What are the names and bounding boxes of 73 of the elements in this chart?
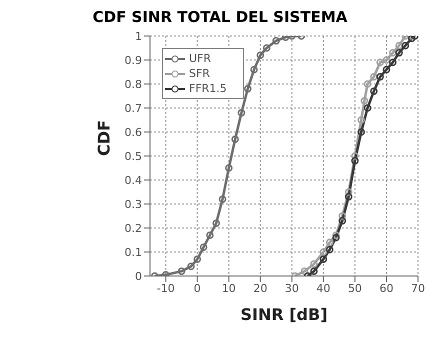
point [389, 49, 397, 57]
point [244, 85, 252, 93]
point [408, 36, 416, 42]
point [256, 51, 264, 59]
point [351, 152, 359, 160]
point [402, 42, 410, 50]
point [326, 238, 334, 246]
y-tick-label: 0 [135, 270, 142, 283]
x-tick-label: 60 [379, 282, 394, 295]
legend-label: UFR [189, 51, 212, 66]
point [376, 73, 384, 81]
x-tick-label: 40 [316, 282, 330, 295]
x-tick-label: -10 [156, 282, 175, 295]
point [357, 128, 365, 136]
point [370, 73, 378, 81]
x-tick-label: 50 [348, 282, 362, 295]
y-tick-label: 0.7 [124, 102, 142, 115]
point [376, 58, 384, 66]
point [351, 157, 359, 165]
point [364, 104, 372, 112]
point [370, 87, 378, 95]
point [364, 80, 372, 88]
point [338, 212, 346, 220]
point [326, 246, 334, 254]
point [395, 49, 403, 57]
y-tick-label: 1 [135, 30, 142, 43]
point [200, 243, 208, 251]
point [310, 260, 318, 268]
point [389, 58, 397, 66]
point [320, 248, 328, 256]
x-axis-title: SINR [dB] [240, 305, 328, 324]
point [225, 164, 233, 172]
x-tick-label: 10 [222, 282, 236, 295]
y-tick-label: 0.4 [124, 174, 142, 187]
chart-title: CDF SINR TOTAL DEL SISTEMA [92, 8, 348, 28]
y-tick-label: 0.9 [124, 54, 142, 67]
point [262, 44, 270, 52]
point [272, 37, 280, 45]
point [300, 267, 308, 275]
point [310, 267, 318, 275]
point [344, 188, 352, 196]
point [320, 255, 328, 263]
point [187, 262, 195, 270]
y-tick-label: 0.5 [124, 150, 142, 163]
point [382, 56, 390, 64]
y-axis-title: CDF [94, 120, 114, 156]
legend-label: FFR1.5 [189, 81, 227, 96]
point [332, 234, 340, 242]
x-tick-label: 0 [194, 282, 201, 295]
y-tick-label: 0.2 [124, 222, 142, 235]
point [338, 217, 346, 225]
point [360, 97, 368, 105]
point [238, 109, 246, 117]
point [395, 42, 403, 50]
point [212, 219, 220, 227]
point [357, 116, 365, 124]
x-tick-label: 30 [284, 282, 299, 295]
point [194, 255, 202, 263]
y-tick-label: 0.3 [124, 198, 142, 211]
x-tick-label: 70 [411, 282, 425, 295]
y-tick-label: 0.1 [124, 246, 142, 259]
point [231, 135, 239, 143]
point [250, 66, 258, 74]
point [332, 231, 340, 239]
point [218, 195, 226, 203]
point [344, 193, 352, 201]
point [206, 231, 214, 239]
y-tick-label: 0.8 [124, 78, 142, 91]
y-tick-label: 0.6 [124, 126, 142, 139]
x-tick-label: 20 [253, 282, 268, 295]
point [178, 267, 186, 275]
point [382, 66, 390, 74]
legend-label: SFR [189, 66, 210, 81]
